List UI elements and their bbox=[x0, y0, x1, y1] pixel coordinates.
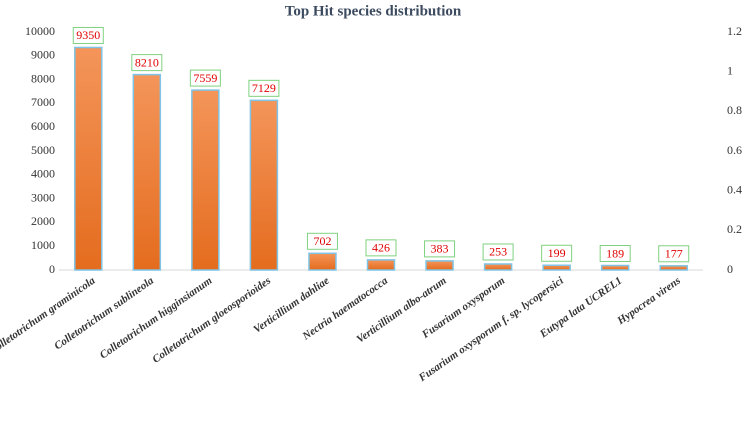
value-label-box bbox=[541, 244, 573, 262]
value-label-box bbox=[424, 240, 456, 258]
value-label: 7559 bbox=[193, 71, 217, 85]
y2-tick-label: 0.8 bbox=[727, 103, 742, 117]
value-label: 177 bbox=[665, 247, 683, 261]
y2-tick-label: 1.2 bbox=[727, 24, 742, 38]
x-tick-label: Hypocrea virens bbox=[614, 275, 683, 328]
bar bbox=[308, 252, 337, 271]
y-tick-label: 6000 bbox=[31, 119, 55, 133]
bar bbox=[74, 46, 103, 271]
y2-tick-label: 0.2 bbox=[727, 222, 742, 236]
value-label: 7129 bbox=[252, 81, 276, 95]
x-tick-label: Colletotrichum graminicola bbox=[0, 274, 98, 357]
y-tick-label: 2000 bbox=[31, 214, 55, 228]
value-label: 383 bbox=[431, 242, 449, 256]
value-label-box bbox=[365, 239, 397, 257]
y-tick-label: 3000 bbox=[31, 190, 55, 204]
value-label-box bbox=[131, 54, 163, 72]
value-label: 702 bbox=[313, 234, 331, 248]
bar bbox=[366, 259, 396, 271]
y-tick-label: 9000 bbox=[31, 48, 55, 62]
value-label: 199 bbox=[548, 246, 566, 260]
y2-tick-label: 0 bbox=[727, 262, 733, 276]
chart-title: Top Hit species distribution bbox=[285, 3, 462, 19]
y2-tick-label: 0.4 bbox=[727, 182, 742, 196]
value-label-box bbox=[72, 26, 104, 44]
y-tick-label: 4000 bbox=[31, 167, 55, 181]
y-tick-label: 7000 bbox=[31, 95, 55, 109]
bar bbox=[425, 260, 454, 271]
bar bbox=[542, 264, 571, 271]
bar bbox=[600, 264, 630, 271]
y-tick-label: 0 bbox=[49, 262, 55, 276]
x-tick-label: Colletotrichum sublineola bbox=[52, 274, 156, 352]
y2-tick-label: 1 bbox=[727, 63, 733, 77]
value-label-box bbox=[599, 245, 631, 263]
bar bbox=[659, 265, 688, 271]
y-tick-label: 5000 bbox=[31, 143, 55, 157]
bar bbox=[191, 89, 220, 271]
value-label-box bbox=[658, 245, 690, 263]
bar bbox=[249, 99, 279, 271]
value-label-box bbox=[482, 243, 514, 261]
y-tick-label: 8000 bbox=[31, 71, 55, 85]
value-label: 253 bbox=[489, 245, 507, 259]
y-tick-label: 1000 bbox=[31, 238, 55, 252]
x-tick-label: Colletotrichum higginsianum bbox=[98, 274, 215, 361]
y-tick-label: 10000 bbox=[25, 24, 55, 38]
value-label: 426 bbox=[372, 241, 390, 255]
value-label: 189 bbox=[606, 246, 624, 260]
value-label-box bbox=[248, 79, 280, 97]
value-label-box bbox=[306, 232, 338, 250]
x-tick-label: Colletotrichum gloeosporioides bbox=[150, 275, 273, 366]
bar bbox=[132, 73, 162, 271]
value-label-box bbox=[189, 69, 221, 87]
bar bbox=[483, 263, 513, 271]
value-label: 9350 bbox=[76, 28, 100, 42]
value-label: 8210 bbox=[135, 55, 159, 69]
y2-tick-label: 0.6 bbox=[727, 143, 742, 157]
